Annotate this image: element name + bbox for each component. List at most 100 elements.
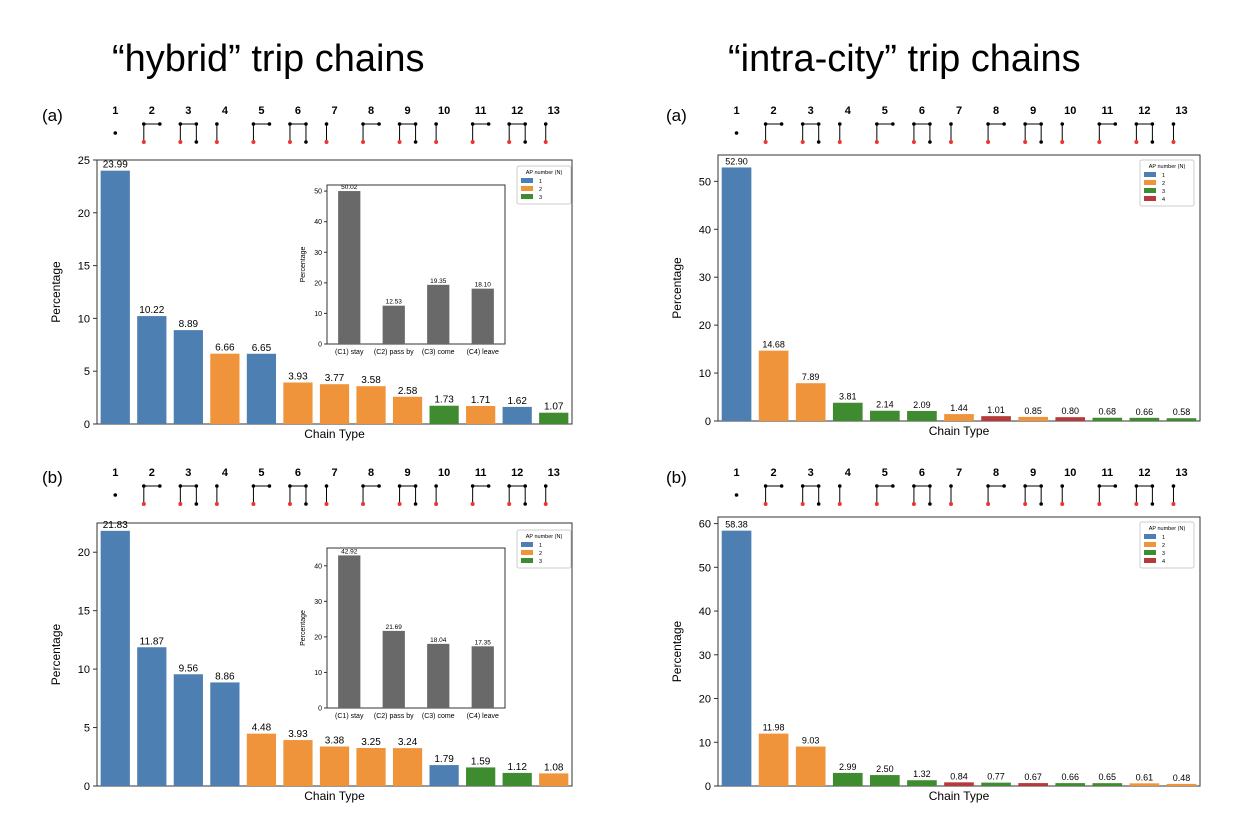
home-dot <box>507 140 512 144</box>
bar-13 <box>539 773 569 786</box>
chain-glyph-4 <box>214 484 219 506</box>
inset-y-tick-label: 0 <box>318 706 322 713</box>
chain-number: 6 <box>919 467 925 479</box>
chain-number: 8 <box>993 105 999 117</box>
bar-12 <box>502 406 532 424</box>
home-dot <box>763 502 768 506</box>
chain-glyph-5 <box>251 122 272 144</box>
bar-11 <box>1092 417 1123 421</box>
legend-swatch-1 <box>1144 172 1156 177</box>
chain-number: 11 <box>475 467 487 479</box>
home-dot <box>470 140 475 144</box>
node-dot <box>413 502 418 506</box>
bar-12 <box>1129 417 1160 421</box>
node-dot <box>194 140 199 144</box>
y-axis-label: Percentage <box>670 620 684 682</box>
node-dot <box>267 122 272 126</box>
y-tick-label: 10 <box>78 664 90 676</box>
bar-2 <box>758 350 789 421</box>
chain-number: 4 <box>845 467 852 479</box>
bar-3 <box>795 746 826 786</box>
inset-bar-4 <box>471 288 494 344</box>
home-dot <box>949 502 953 506</box>
chain-icons-intra-a: 1 2 3 4 5 6 7 8 9 10 11 12 13 <box>733 105 1188 144</box>
chain-number: 1 <box>733 105 739 117</box>
y-tick-label: 5 <box>84 366 90 378</box>
chain-glyph-10 <box>1060 122 1065 144</box>
bar-2 <box>137 647 167 786</box>
bar-value-label: 1.08 <box>544 762 564 773</box>
home-dot <box>986 502 991 506</box>
home-dot <box>543 502 548 506</box>
bar-1 <box>100 170 130 424</box>
bar-value-label: 1.01 <box>987 405 1005 415</box>
y-tick-label: 40 <box>699 224 711 236</box>
y-axis-label: Percentage <box>670 257 684 319</box>
y-tick-label: 20 <box>699 694 711 706</box>
hybrid-panel-label-b: (b) <box>42 468 63 487</box>
bar-value-label: 21.83 <box>103 520 128 531</box>
chain-number: 4 <box>222 467 229 479</box>
chain-glyph-10 <box>434 484 439 506</box>
bar-9 <box>1018 783 1048 786</box>
inset-category-label: (C3) come <box>422 349 455 356</box>
legend-box <box>1139 159 1195 207</box>
bar-12 <box>502 772 532 786</box>
node-dot <box>1097 122 1102 126</box>
bar-value-label: 8.86 <box>215 671 235 682</box>
node-dot <box>1150 140 1155 144</box>
bar-7 <box>319 746 350 786</box>
inset-chart: 0 10 20 30 40 50 50.02 (C1) stay 12.53 (C2) pass … <box>300 184 506 356</box>
inset-bar-2 <box>382 630 405 708</box>
intra-city-column-title: “intra-city” trip chains <box>728 38 1081 80</box>
inset-category-label: (C2) pass by <box>374 713 414 720</box>
y-tick-label: 10 <box>699 368 711 380</box>
chain-glyph-8 <box>361 484 381 506</box>
inset-y-tick-label: 20 <box>314 280 322 287</box>
chain-number: 3 <box>185 467 191 479</box>
chain-number: 1 <box>733 467 739 479</box>
bar-12 <box>1129 783 1160 786</box>
node-dot <box>1002 484 1006 488</box>
node-dot <box>734 131 739 135</box>
node-dot <box>949 484 953 488</box>
chain-number: 6 <box>295 467 301 479</box>
bar-value-label: 2.14 <box>876 400 894 410</box>
chain-number: 6 <box>295 105 301 117</box>
bar-value-label: 1.44 <box>950 403 968 413</box>
chain-number: 3 <box>808 467 814 479</box>
legend-label-2: 2 <box>1162 543 1165 549</box>
legend-swatch-2 <box>1144 180 1156 185</box>
bar-value-label: 9.03 <box>802 736 820 746</box>
inset-chart: 0 10 20 30 40 42.92 (C1) stay 21.69 (C2) pass by… <box>300 547 506 720</box>
chain-number: 2 <box>771 467 777 479</box>
x-axis-label: Chain Type <box>929 424 990 438</box>
chain-glyph-12 <box>1134 484 1155 506</box>
bar-8 <box>981 782 1011 786</box>
home-dot <box>470 502 475 506</box>
bar-1 <box>721 167 752 421</box>
bar-value-label: 14.68 <box>762 340 785 350</box>
node-dot <box>1097 484 1102 488</box>
bar-7 <box>944 414 974 421</box>
node-dot <box>837 484 842 488</box>
chain-number: 5 <box>882 467 888 479</box>
bar-value-label: 6.66 <box>215 343 235 354</box>
bar-11 <box>466 767 496 786</box>
chain-glyph-3 <box>178 484 199 506</box>
y-tick-label: 10 <box>699 737 711 749</box>
home-dot <box>874 140 879 144</box>
chain-number: 7 <box>956 467 962 479</box>
inset-bar-1 <box>338 191 361 344</box>
bar-2 <box>758 733 789 786</box>
chain-glyph-12 <box>507 484 527 506</box>
bar-8 <box>356 748 386 786</box>
legend-label-1: 1 <box>539 543 542 549</box>
bar-value-label: 3.93 <box>288 729 308 740</box>
y-tick-label: 50 <box>699 176 711 188</box>
node-dot <box>267 484 272 488</box>
legend-swatch-3 <box>521 194 533 199</box>
bar-value-label: 1.32 <box>913 769 931 779</box>
chain-glyph-2 <box>141 484 162 506</box>
inset-bar-2 <box>382 305 405 344</box>
